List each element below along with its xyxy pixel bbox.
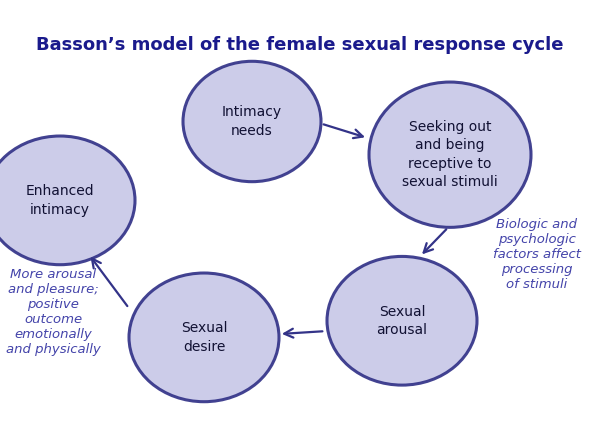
Text: More arousal
and pleasure;
positive
outcome
emotionally
and physically: More arousal and pleasure; positive outc… [6,268,101,357]
Ellipse shape [327,257,477,385]
Text: Seeking out
and being
receptive to
sexual stimuli: Seeking out and being receptive to sexua… [402,120,498,189]
Ellipse shape [183,61,321,182]
Ellipse shape [0,136,135,265]
Text: Sexual
arousal: Sexual arousal [377,305,427,337]
Ellipse shape [129,273,279,402]
Text: Enhanced
intimacy: Enhanced intimacy [26,184,94,217]
Text: Sexual
desire: Sexual desire [181,321,227,354]
Text: Intimacy
needs: Intimacy needs [222,105,282,138]
Text: Biologic and
psychologic
factors affect
processing
of stimuli: Biologic and psychologic factors affect … [493,218,581,291]
Ellipse shape [369,82,531,227]
Text: Basson’s model of the female sexual response cycle: Basson’s model of the female sexual resp… [36,36,564,54]
